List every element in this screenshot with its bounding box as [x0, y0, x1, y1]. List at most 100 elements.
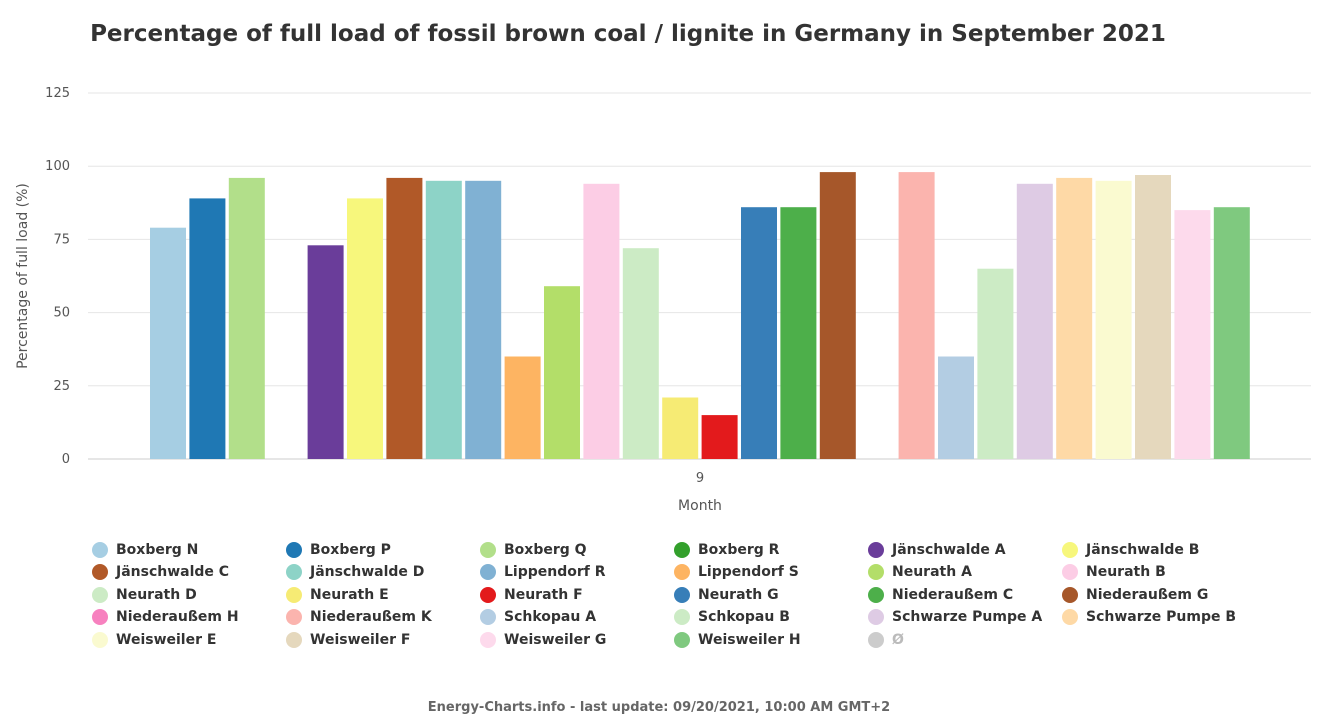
legend-item[interactable]: Weisweiler H: [674, 630, 868, 650]
bar-weisweiler-g[interactable]: [1174, 210, 1211, 459]
legend-label: Lippendorf S: [698, 564, 799, 581]
legend-item[interactable]: Boxberg R: [674, 540, 868, 560]
legend-item[interactable]: Neurath F: [480, 585, 674, 605]
legend-swatch: [1062, 564, 1078, 581]
chart-canvas: Percentage of full load of fossil brown …: [15, 21, 1311, 514]
legend-label: Jänschwalde B: [1086, 541, 1200, 558]
legend-swatch: [1062, 609, 1078, 626]
legend-item[interactable]: Niederaußem K: [286, 608, 480, 628]
legend-label: Jänschwalde C: [116, 564, 230, 581]
bar-weisweiler-e[interactable]: [1095, 180, 1132, 460]
legend-label: Schwarze Pumpe B: [1086, 609, 1237, 626]
legend-label: Niederaußem G: [1086, 586, 1209, 603]
legend-item[interactable]: Neurath B: [1062, 563, 1256, 583]
bar-schkopau-a[interactable]: [938, 356, 974, 460]
y-tick-label: 0: [62, 452, 70, 467]
legend-label: Neurath E: [310, 586, 389, 603]
legend-item[interactable]: Niederaußem C: [868, 585, 1062, 605]
legend-item[interactable]: Boxberg Q: [480, 540, 674, 560]
legend-item[interactable]: Schkopau A: [480, 608, 674, 628]
legend-item[interactable]: Neurath D: [92, 585, 286, 605]
bar-neurath-a[interactable]: [544, 286, 580, 459]
legend-swatch: [480, 586, 496, 603]
legend-item[interactable]: Niederaußem H: [92, 608, 286, 628]
legend-item[interactable]: Lippendorf S: [674, 563, 868, 583]
y-tick-label: 75: [53, 232, 70, 247]
legend-item[interactable]: Neurath E: [286, 585, 480, 605]
bar-neurath-b[interactable]: [583, 183, 620, 460]
legend-item[interactable]: Schwarze Pumpe B: [1062, 608, 1256, 628]
legend-swatch: [480, 631, 496, 648]
bar-lippendorf-s[interactable]: [504, 356, 541, 460]
legend-item[interactable]: Ø: [868, 630, 1062, 650]
bar-neurath-d[interactable]: [622, 248, 659, 459]
legend-item[interactable]: Weisweiler E: [92, 630, 286, 650]
legend-label: Jänschwalde A: [892, 541, 1006, 558]
legend-item[interactable]: Jänschwalde A: [868, 540, 1062, 560]
bar-boxberg-n[interactable]: [150, 227, 186, 459]
legend-swatch: [92, 609, 108, 626]
bar-jänschwalde-d[interactable]: [425, 180, 462, 460]
legend-item[interactable]: Neurath G: [674, 585, 868, 605]
legend-item[interactable]: Boxberg N: [92, 540, 286, 560]
legend-item[interactable]: Jänschwalde D: [286, 563, 480, 583]
bar-lippendorf-r[interactable]: [465, 180, 502, 460]
legend-item[interactable]: Weisweiler F: [286, 630, 480, 650]
x-axis-ticks: 9: [696, 471, 704, 486]
bar-boxberg-p[interactable]: [189, 198, 226, 459]
legend-label: Schwarze Pumpe A: [892, 609, 1043, 626]
y-axis-title: Percentage of full load (%): [15, 183, 31, 369]
legend-item[interactable]: Neurath A: [868, 563, 1062, 583]
bar-boxberg-q[interactable]: [228, 177, 265, 459]
bar-niederaußem-g[interactable]: [819, 172, 856, 459]
legend-item[interactable]: Lippendorf R: [480, 563, 674, 583]
bar-schwarze-pumpe-a[interactable]: [1016, 183, 1053, 460]
legend-label: Niederaußem K: [310, 609, 432, 626]
legend-item[interactable]: Schkopau B: [674, 608, 868, 628]
legend-swatch: [286, 631, 302, 648]
legend: Boxberg N Boxberg P Boxberg Q Boxberg R Jäns…: [92, 540, 1272, 650]
legend-swatch: [674, 564, 690, 581]
bar-jänschwalde-a[interactable]: [307, 245, 344, 459]
bar-neurath-g[interactable]: [741, 207, 777, 459]
bar-jänschwalde-b[interactable]: [347, 198, 383, 459]
x-tick-label: 9: [696, 471, 704, 486]
legend-swatch: [868, 586, 884, 603]
legend-label: Niederaußem C: [892, 586, 1014, 603]
bar-schwarze-pumpe-b[interactable]: [1056, 177, 1093, 459]
y-tick-label: 50: [53, 306, 70, 321]
bar-schkopau-b[interactable]: [977, 268, 1014, 459]
legend-label: Lippendorf R: [504, 564, 606, 581]
legend-item[interactable]: Niederaußem G: [1062, 585, 1256, 605]
legend-item[interactable]: Schwarze Pumpe A: [868, 608, 1062, 628]
bar-neurath-f[interactable]: [701, 415, 738, 459]
legend-item[interactable]: Weisweiler G: [480, 630, 674, 650]
legend-label: Neurath A: [892, 564, 972, 581]
bar-neurath-e[interactable]: [662, 397, 699, 460]
legend-swatch: [868, 564, 884, 581]
legend-swatch: [480, 564, 496, 581]
legend-item[interactable]: Jänschwalde B: [1062, 540, 1256, 560]
legend-label: Neurath D: [116, 586, 197, 603]
legend-label: Schkopau A: [504, 609, 597, 626]
x-axis-title: Month: [678, 498, 722, 514]
legend-swatch: [92, 631, 108, 648]
bar-jänschwalde-c[interactable]: [386, 177, 423, 459]
legend-swatch: [674, 631, 690, 648]
bar-niederaußem-k[interactable]: [898, 172, 935, 459]
bar-niederaußem-c[interactable]: [780, 207, 817, 459]
bar-weisweiler-f[interactable]: [1135, 175, 1171, 459]
legend-swatch: [674, 541, 690, 558]
legend-swatch: [92, 564, 108, 581]
y-tick-label: 125: [45, 86, 70, 101]
chart-title: Percentage of full load of fossil brown …: [90, 21, 1166, 47]
legend-label: Weisweiler F: [310, 631, 411, 648]
bar-weisweiler-h[interactable]: [1213, 207, 1250, 459]
legend-swatch: [92, 586, 108, 603]
legend-swatch: [674, 609, 690, 626]
legend-item[interactable]: Boxberg P: [286, 540, 480, 560]
legend-label: Niederaußem H: [116, 609, 239, 626]
legend-swatch: [286, 564, 302, 581]
legend-item[interactable]: Jänschwalde C: [92, 563, 286, 583]
legend-swatch: [92, 541, 108, 558]
